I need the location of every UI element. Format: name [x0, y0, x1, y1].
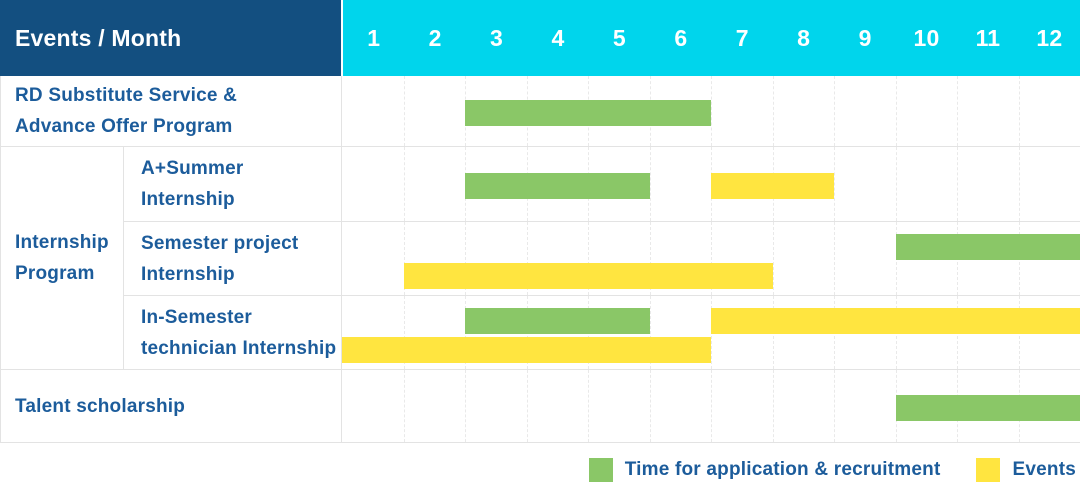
row-label-line: Internship	[141, 184, 341, 215]
month-label-9: 9	[834, 0, 895, 76]
row-chart-a-summer-internship	[342, 147, 1080, 221]
row-label-line: In-Semester	[141, 302, 341, 333]
row-chart-talent-scholarship	[342, 370, 1080, 442]
month-gridline	[527, 370, 528, 442]
events-month-header-cell: Events / Month	[0, 0, 341, 76]
row-chart-rd-substitute-service-advance-offer-program	[342, 76, 1080, 146]
gantt-bar-green	[465, 173, 650, 199]
legend-swatch-yellow	[976, 458, 1000, 482]
month-gridline	[465, 370, 466, 442]
group-label-line: Internship	[15, 227, 123, 258]
month-gridline	[588, 370, 589, 442]
month-gridline	[404, 147, 405, 221]
month-gridline	[711, 76, 712, 146]
row-label-line: Talent scholarship	[15, 391, 341, 422]
month-gridline	[773, 222, 774, 295]
events-month-header-label: Events / Month	[15, 25, 181, 52]
month-gridline	[957, 147, 958, 221]
legend-swatch-green	[589, 458, 613, 482]
legend-label-yellow: Events	[1012, 459, 1076, 481]
month-gridline	[773, 370, 774, 442]
group-label-line: Program	[15, 258, 123, 289]
month-gridline	[404, 76, 405, 146]
month-gridline	[896, 76, 897, 146]
month-label-10: 10	[896, 0, 957, 76]
gantt-bar-green	[465, 308, 650, 334]
gantt-table-body: RD Substitute Service &Advance Offer Pro…	[0, 76, 1080, 443]
row-label-line: technician Internship	[141, 333, 341, 364]
month-label-12: 12	[1019, 0, 1080, 76]
legend-item-events: Events	[976, 458, 1076, 482]
month-gridline	[896, 147, 897, 221]
gantt-bar-green	[896, 395, 1080, 421]
group-rows: RD Substitute Service &Advance Offer Pro…	[1, 76, 1080, 146]
row-chart-in-semester-technician-internship	[342, 296, 1080, 369]
row-group: Talent scholarship	[1, 369, 1080, 442]
gantt-bar-yellow	[711, 308, 1080, 334]
group-rows: Talent scholarship	[1, 370, 1080, 442]
month-gridline	[650, 147, 651, 221]
month-label-8: 8	[773, 0, 834, 76]
row-label-line: A+Summer	[141, 153, 341, 184]
legend-item-time-for-application-recruitment: Time for application & recruitment	[589, 458, 941, 482]
table-row-rd-substitute-service-advance-offer-program: RD Substitute Service &Advance Offer Pro…	[1, 76, 1080, 146]
row-chart-semester-project-internship	[342, 222, 1080, 295]
table-row-talent-scholarship: Talent scholarship	[1, 370, 1080, 442]
gantt-bar-yellow	[342, 337, 711, 363]
month-label-4: 4	[527, 0, 588, 76]
month-gridline	[834, 76, 835, 146]
month-gridline	[773, 76, 774, 146]
row-label-line: RD Substitute Service &	[15, 80, 341, 111]
month-label-3: 3	[466, 0, 527, 76]
month-gridline	[834, 147, 835, 221]
legend: Time for application & recruitment Events	[0, 443, 1080, 497]
month-gridline	[404, 370, 405, 442]
month-label-2: 2	[404, 0, 465, 76]
month-gridline	[650, 370, 651, 442]
month-label-11: 11	[957, 0, 1018, 76]
row-label-line: Internship	[141, 259, 341, 290]
month-gridline	[834, 222, 835, 295]
month-label-5: 5	[589, 0, 650, 76]
row-label-rd-substitute-service-advance-offer-program: RD Substitute Service &Advance Offer Pro…	[1, 76, 342, 146]
month-gridline	[1019, 147, 1020, 221]
legend-label-green: Time for application & recruitment	[625, 459, 941, 481]
row-label-line: Advance Offer Program	[15, 111, 341, 142]
month-label-7: 7	[712, 0, 773, 76]
gantt-bar-yellow	[404, 263, 773, 289]
gantt-bar-green	[896, 234, 1080, 260]
row-label-line: Semester project	[141, 228, 341, 259]
row-group: RD Substitute Service &Advance Offer Pro…	[1, 76, 1080, 146]
month-gridline	[1019, 76, 1020, 146]
row-label-talent-scholarship: Talent scholarship	[1, 370, 342, 442]
month-gridline	[957, 76, 958, 146]
gantt-bar-green	[465, 100, 711, 126]
month-gridline	[834, 370, 835, 442]
month-label-6: 6	[650, 0, 711, 76]
month-gridline	[711, 370, 712, 442]
gantt-bar-yellow	[711, 173, 834, 199]
month-label-1: 1	[343, 0, 404, 76]
